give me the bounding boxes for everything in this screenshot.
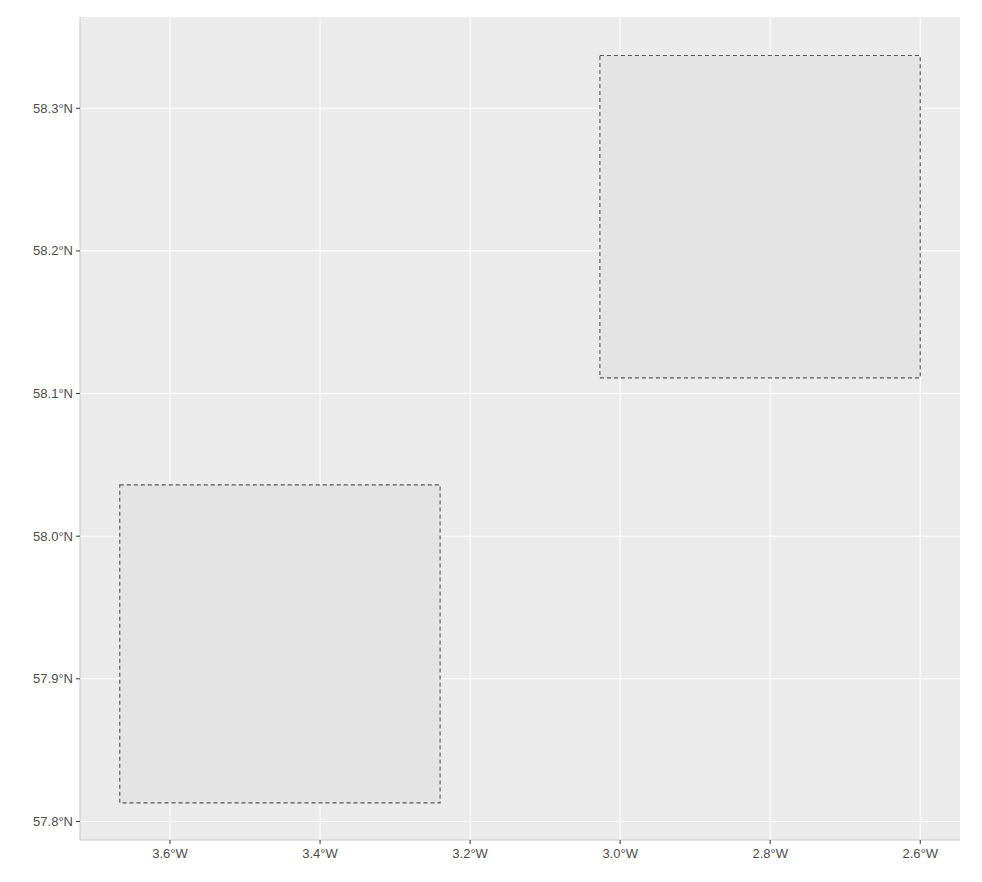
x-tick [170,840,171,844]
y-tick [76,678,80,679]
y-tick-label: 58.2°N [33,243,73,258]
grid-line [80,393,960,394]
grid-line [80,821,960,822]
y-tick-label: 58.1°N [33,386,73,401]
x-axis-line [80,840,960,841]
marks [120,56,920,803]
x-tick [620,840,621,844]
polygon [600,56,920,378]
grid-line [470,17,471,840]
x-tick-label: 3.0°W [602,846,638,861]
x-tick [470,840,471,844]
y-tick [76,250,80,251]
x-tick-label: 3.4°W [302,846,338,861]
x-tick-label: 3.2°W [452,846,488,861]
y-tick [76,393,80,394]
x-tick-label: 2.8°W [752,846,788,861]
y-tick-label: 58.3°N [33,101,73,116]
x-tick [920,840,921,844]
y-tick-label: 58.0°N [33,529,73,544]
polygon [120,485,440,803]
y-tick [76,108,80,109]
y-tick [76,536,80,537]
x-tick-label: 2.6°W [902,846,938,861]
x-tick [320,840,321,844]
y-tick-label: 57.9°N [33,671,73,686]
x-tick-label: 3.6°W [152,846,188,861]
panel [80,17,960,840]
chart: 3.6°W 3.4°W 3.2°W 3.0°W 2.8°W 2.6°W 57.8°N 57.9… [0,0,982,882]
y-axis-line [80,17,81,840]
y-tick [76,821,80,822]
x-tick [770,840,771,844]
y-tick-label: 57.8°N [33,814,73,829]
